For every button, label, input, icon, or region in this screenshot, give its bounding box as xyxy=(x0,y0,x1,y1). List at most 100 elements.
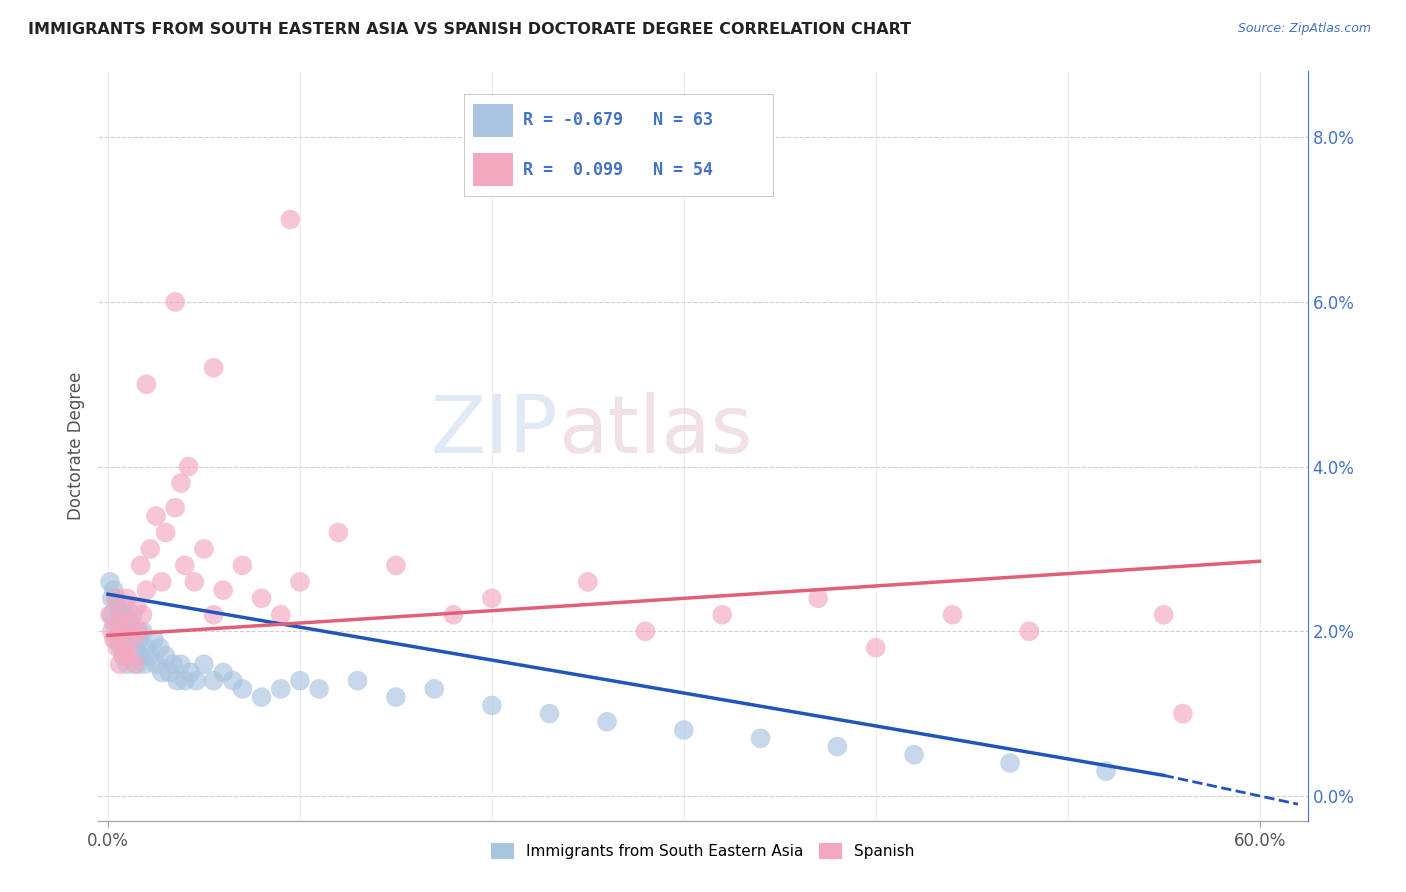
Point xyxy=(231,558,253,573)
Point xyxy=(108,607,131,622)
Point xyxy=(135,583,157,598)
Point xyxy=(177,459,200,474)
Bar xyxy=(474,153,513,186)
Text: R = -0.679   N = 63: R = -0.679 N = 63 xyxy=(523,112,713,129)
Point xyxy=(998,756,1021,770)
Point xyxy=(159,665,181,680)
Point xyxy=(193,657,215,672)
Point xyxy=(104,591,127,606)
Point xyxy=(180,665,202,680)
Point xyxy=(110,624,132,639)
Point xyxy=(1153,607,1175,622)
Point xyxy=(423,681,446,696)
Point xyxy=(112,648,135,663)
Point xyxy=(385,558,408,573)
Point xyxy=(711,607,734,622)
Point xyxy=(903,747,925,762)
Point xyxy=(135,377,157,392)
Point xyxy=(110,615,132,630)
Point xyxy=(107,599,129,614)
Point xyxy=(170,476,193,491)
Text: atlas: atlas xyxy=(558,392,752,470)
Point xyxy=(280,212,302,227)
Point xyxy=(155,525,177,540)
Point xyxy=(101,591,124,606)
Point xyxy=(749,731,772,746)
Point xyxy=(131,624,153,639)
Point xyxy=(115,657,138,672)
Point xyxy=(103,583,125,598)
Point xyxy=(162,657,184,672)
Point xyxy=(634,624,657,639)
Point xyxy=(103,632,125,647)
Point xyxy=(150,574,173,589)
Point xyxy=(122,632,145,647)
Point xyxy=(145,508,167,523)
Point xyxy=(941,607,963,622)
Text: R =  0.099   N = 54: R = 0.099 N = 54 xyxy=(523,161,713,178)
Point xyxy=(107,624,129,639)
Point xyxy=(212,665,235,680)
Point xyxy=(118,648,141,663)
Point xyxy=(125,657,148,672)
Point xyxy=(129,648,152,663)
Text: ZIP: ZIP xyxy=(430,392,558,470)
Point xyxy=(98,574,121,589)
Y-axis label: Doctorate Degree: Doctorate Degree xyxy=(66,372,84,520)
Point xyxy=(128,624,150,639)
Point xyxy=(288,673,311,688)
Point xyxy=(538,706,561,721)
Point xyxy=(173,558,195,573)
Point xyxy=(1095,764,1118,779)
Point xyxy=(183,574,205,589)
Point xyxy=(103,615,125,630)
Point xyxy=(596,714,619,729)
Point xyxy=(346,673,368,688)
Point xyxy=(124,640,146,655)
Point xyxy=(827,739,849,754)
Point xyxy=(101,624,124,639)
Point xyxy=(114,640,136,655)
Point xyxy=(202,360,225,375)
Point xyxy=(120,615,142,630)
Point xyxy=(112,648,135,663)
Point xyxy=(222,673,245,688)
Point xyxy=(807,591,830,606)
Point xyxy=(481,591,503,606)
Point xyxy=(672,723,695,737)
Point xyxy=(166,673,188,688)
Point xyxy=(143,632,166,647)
Point xyxy=(250,690,273,705)
Point xyxy=(202,673,225,688)
Text: Source: ZipAtlas.com: Source: ZipAtlas.com xyxy=(1237,22,1371,36)
Point xyxy=(114,607,136,622)
Point xyxy=(865,640,887,655)
Point xyxy=(118,615,141,630)
Point xyxy=(186,673,208,688)
Point xyxy=(165,294,187,309)
Point xyxy=(124,657,146,672)
Point xyxy=(108,632,131,647)
Point xyxy=(108,657,131,672)
Legend: Immigrants from South Eastern Asia, Spanish: Immigrants from South Eastern Asia, Span… xyxy=(485,838,921,865)
Point xyxy=(108,615,131,630)
Point xyxy=(170,657,193,672)
Point xyxy=(155,648,177,663)
Point xyxy=(104,591,127,606)
Point xyxy=(328,525,350,540)
Point xyxy=(101,607,124,622)
Point xyxy=(270,681,292,696)
Point xyxy=(212,583,235,598)
Text: IMMIGRANTS FROM SOUTH EASTERN ASIA VS SPANISH DOCTORATE DEGREE CORRELATION CHART: IMMIGRANTS FROM SOUTH EASTERN ASIA VS SP… xyxy=(28,22,911,37)
Point xyxy=(149,640,172,655)
Point xyxy=(135,640,157,655)
Point xyxy=(1018,624,1040,639)
Point xyxy=(288,574,311,589)
Point xyxy=(125,599,148,614)
Point xyxy=(139,541,162,556)
Point xyxy=(112,607,135,622)
Point xyxy=(110,640,132,655)
Point xyxy=(104,632,127,647)
Point xyxy=(115,591,138,606)
Point xyxy=(98,607,121,622)
